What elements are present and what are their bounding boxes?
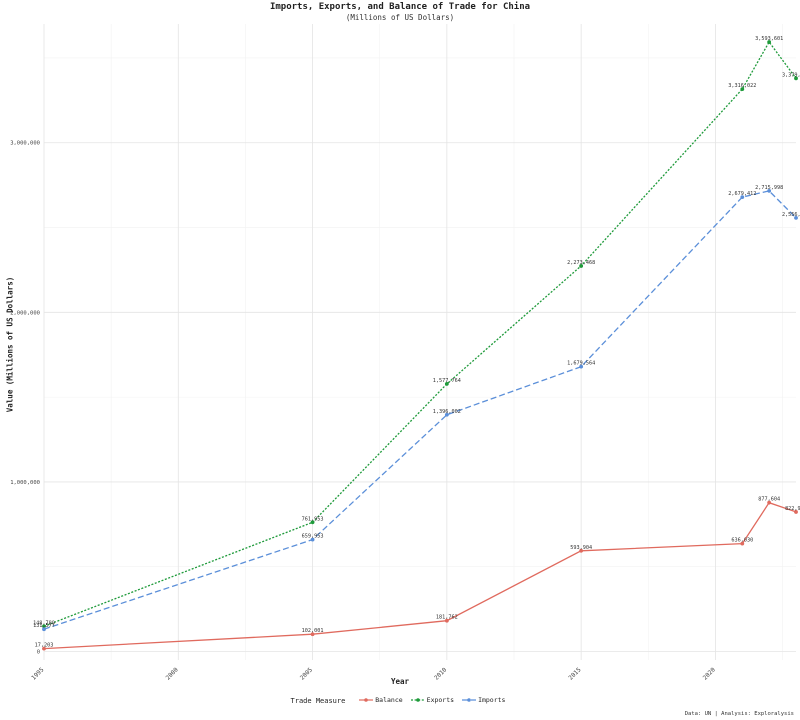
- y-tick-label: 0: [37, 650, 40, 656]
- legend-label-exports: Exports: [426, 696, 455, 704]
- data-point-imports: [740, 195, 745, 199]
- data-point-exports: [444, 382, 449, 386]
- legend-item-balance: Balance: [359, 696, 403, 704]
- data-point-exports: [42, 624, 46, 629]
- legend: Trade Measure Balance Exports Imports: [0, 696, 800, 705]
- data-label-exports: 3,379,748: [782, 72, 800, 78]
- data-point-exports: [579, 264, 584, 268]
- data-point-balance: [794, 510, 798, 514]
- y-tick-label: 2,000,000: [10, 310, 40, 316]
- data-point-balance: [42, 646, 46, 651]
- data-label-balance: 593,904: [570, 545, 592, 551]
- data-point-balance: [767, 500, 772, 505]
- legend-swatch-exports: [410, 698, 425, 702]
- x-tick-label: 2020: [702, 666, 717, 681]
- data-label-imports: 131,577: [33, 623, 55, 629]
- data-label-balance: 877,604: [758, 497, 780, 503]
- data-label-balance: 636,030: [731, 538, 753, 544]
- data-label-exports: 3,593,601: [755, 36, 783, 42]
- data-label-imports: 1,396,002: [433, 409, 461, 415]
- legend-label-balance: Balance: [375, 696, 403, 704]
- data-point-exports: [794, 76, 798, 81]
- data-point-imports: [444, 412, 449, 417]
- legend-label-imports: Imports: [478, 696, 506, 704]
- data-label-exports: 2,273,468: [567, 260, 595, 266]
- x-tick-label: 2000: [165, 666, 180, 681]
- data-point-imports: [579, 364, 584, 369]
- legend-item-imports: Imports: [462, 696, 505, 704]
- x-tick-label: 2010: [433, 666, 448, 681]
- data-label-exports: 3,316,022: [728, 83, 756, 89]
- chart-title: Imports, Exports, and Balance of Trade f…: [269, 2, 531, 12]
- legend-swatch-balance: [359, 698, 374, 702]
- series-line-imports: [43, 190, 797, 630]
- data-label-imports: 659,953: [302, 534, 324, 540]
- data-point-balance: [579, 548, 584, 553]
- data-label-balance: 822,985: [785, 506, 800, 512]
- data-point-exports: [310, 520, 315, 525]
- caption: Data: UN | Analysis: Exploralysis: [684, 711, 794, 717]
- data-label-imports: 2,715,998: [755, 185, 783, 191]
- data-label-imports: 1,679,564: [567, 361, 595, 367]
- x-tick-label: 2005: [299, 666, 314, 681]
- legend-swatch-imports: [462, 698, 477, 702]
- data-label-imports: 2,556,763: [782, 212, 800, 218]
- x-tick-label: 1995: [30, 666, 45, 681]
- data-label-balance: 181,762: [436, 615, 458, 621]
- data-point-balance: [444, 618, 449, 623]
- data-point-imports: [310, 537, 315, 542]
- x-axis-label: Year: [390, 677, 410, 686]
- data-point-exports: [740, 87, 745, 92]
- legend-title: Trade Measure: [290, 697, 346, 705]
- data-point-balance: [310, 632, 315, 637]
- data-label-exports: 1,577,764: [433, 378, 461, 384]
- chart-subtitle: (Millions of US Dollars): [345, 13, 455, 22]
- data-point-balance: [740, 541, 745, 546]
- data-point-imports: [42, 627, 46, 632]
- data-point-exports: [767, 40, 772, 44]
- data-label-balance: 102,001: [302, 628, 324, 634]
- y-tick-label: 1,000,000: [10, 480, 40, 486]
- data-label-exports: 148,780: [33, 620, 55, 626]
- data-point-imports: [767, 188, 772, 193]
- legend-item-exports: Exports: [410, 696, 455, 704]
- data-point-imports: [794, 215, 798, 220]
- data-label-imports: 2,679,412: [728, 191, 756, 197]
- series-line-exports: [43, 40, 797, 627]
- data-label-exports: 761,953: [302, 516, 324, 522]
- x-tick-label: 2015: [567, 666, 582, 681]
- y-tick-label: 3,000,000: [10, 141, 40, 147]
- data-label-balance: 17,203: [35, 643, 54, 649]
- series-line-balance: [43, 501, 797, 650]
